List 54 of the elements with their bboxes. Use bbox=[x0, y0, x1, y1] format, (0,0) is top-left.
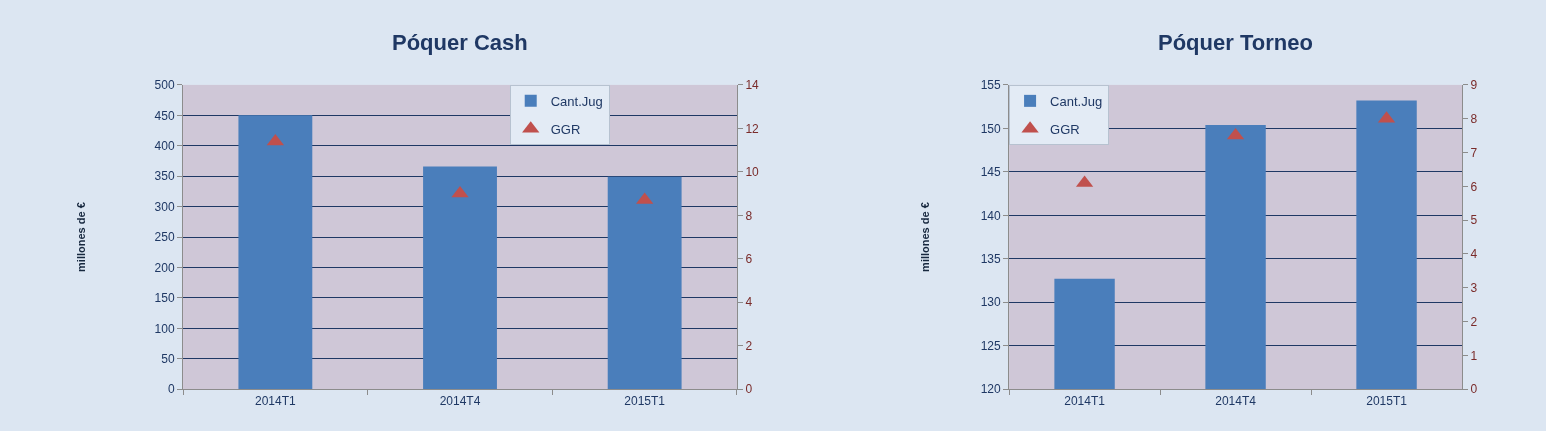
y-tick-label: 125 bbox=[980, 338, 1001, 353]
bar bbox=[423, 166, 497, 390]
y-tick-label: 155 bbox=[980, 78, 1001, 93]
y-tick-label: 50 bbox=[161, 351, 175, 366]
y2-tick-label: 7 bbox=[1470, 145, 1478, 160]
legend-label: GGR bbox=[550, 121, 581, 137]
y2-tick-label: 5 bbox=[1470, 213, 1478, 228]
y2-tick-label: 0 bbox=[745, 382, 753, 397]
y-tick-label: 350 bbox=[154, 169, 175, 184]
x-tick-label: 2014T4 bbox=[439, 393, 481, 408]
y-tick-label: 145 bbox=[980, 165, 1001, 180]
chart-title: Póquer Cash bbox=[392, 30, 528, 55]
x-tick-label: 2014T4 bbox=[1215, 393, 1257, 408]
y2-tick-label: 4 bbox=[1470, 247, 1478, 262]
y-tick-label: 450 bbox=[154, 108, 175, 123]
y-axis-title: millones de € bbox=[919, 202, 932, 272]
y2-tick-label: 3 bbox=[1470, 280, 1478, 295]
y2-tick-label: 8 bbox=[745, 208, 753, 223]
y2-tick-label: 12 bbox=[745, 121, 760, 136]
y2-tick-label: 6 bbox=[745, 251, 753, 266]
y-tick-label: 120 bbox=[980, 382, 1001, 397]
y2-tick-label: 14 bbox=[745, 78, 760, 93]
chart-title: Póquer Torneo bbox=[1158, 30, 1313, 55]
y-tick-label: 135 bbox=[980, 251, 1001, 266]
y-tick-label: 140 bbox=[980, 208, 1001, 223]
y2-tick-label: 2 bbox=[745, 338, 753, 353]
y-tick-label: 400 bbox=[154, 138, 175, 153]
y-tick-label: 100 bbox=[154, 321, 175, 336]
y-tick-label: 150 bbox=[980, 121, 1001, 136]
bar bbox=[607, 176, 682, 390]
y2-tick-label: 6 bbox=[1470, 179, 1478, 194]
x-tick-label: 2015T1 bbox=[1366, 393, 1408, 408]
y-axis-title: millones de € bbox=[75, 202, 88, 272]
y2-tick-label: 9 bbox=[1470, 78, 1478, 93]
legend-label: Cant.Jug bbox=[550, 93, 603, 109]
y-tick-label: 150 bbox=[154, 291, 175, 306]
y2-tick-label: 4 bbox=[745, 295, 753, 310]
y2-tick-label: 8 bbox=[1470, 111, 1478, 126]
y-tick-label: 130 bbox=[980, 295, 1001, 310]
legend-label: GGR bbox=[1050, 121, 1080, 137]
y-tick-label: 500 bbox=[154, 78, 175, 93]
y2-tick-label: 1 bbox=[1470, 348, 1478, 363]
y-tick-label: 250 bbox=[154, 230, 175, 245]
y-tick-label: 300 bbox=[154, 199, 175, 214]
legend-label: Cant.Jug bbox=[1050, 93, 1103, 109]
y-tick-label: 200 bbox=[154, 260, 175, 275]
y2-tick-label: 2 bbox=[1470, 314, 1478, 329]
y2-tick-label: 0 bbox=[1470, 382, 1478, 397]
y-tick-label: 0 bbox=[167, 382, 175, 397]
x-tick-label: 2014T1 bbox=[1064, 393, 1106, 408]
bar bbox=[238, 115, 313, 390]
x-tick-label: 2015T1 bbox=[624, 393, 666, 408]
y2-tick-label: 10 bbox=[745, 165, 760, 180]
x-tick-label: 2014T1 bbox=[255, 393, 297, 408]
